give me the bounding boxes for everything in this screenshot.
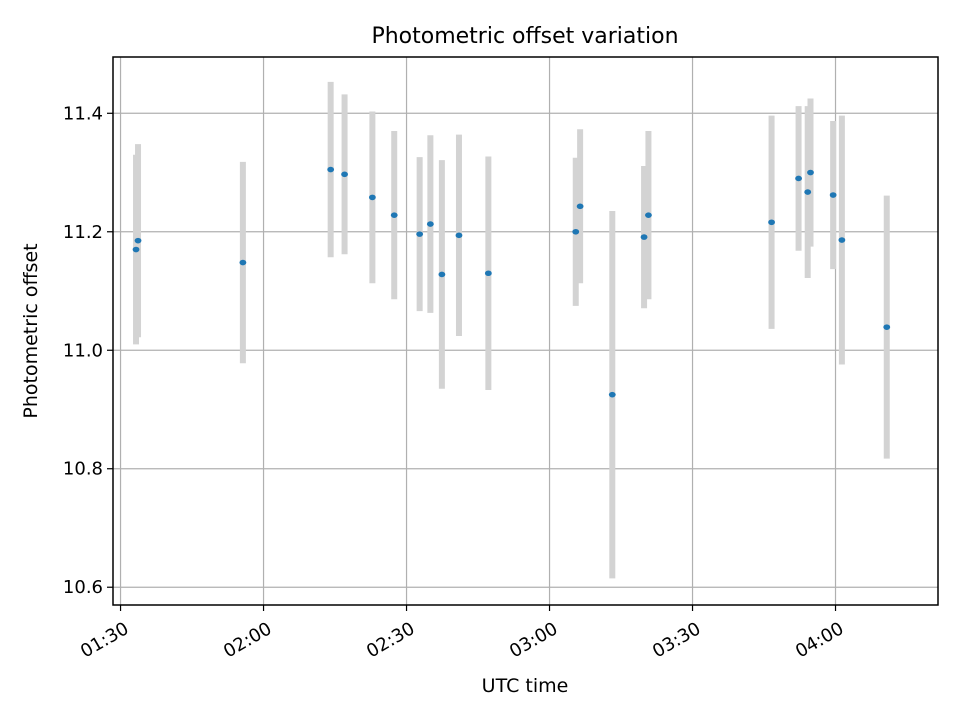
data-points <box>132 166 891 398</box>
y-axis-label: Photometric offset <box>20 243 42 418</box>
data-point <box>484 270 492 277</box>
data-point <box>608 391 616 398</box>
data-point <box>804 189 812 195</box>
data-point <box>795 175 802 182</box>
data-point <box>838 237 846 243</box>
data-point <box>768 219 775 226</box>
data-point <box>426 221 434 227</box>
x-axis-ticks: 01:30 02:00 02:30 03:00 03:30 04:00 <box>77 605 847 662</box>
data-point <box>341 171 348 178</box>
data-point <box>640 234 648 240</box>
plot-frame <box>112 56 939 606</box>
y-tick-label: 11.2 <box>63 222 103 243</box>
y-tick-label: 11.4 <box>63 103 103 124</box>
data-point <box>438 271 446 278</box>
data-point <box>883 324 891 330</box>
y-tick-label: 11.0 <box>63 340 103 361</box>
data-point <box>390 212 398 218</box>
data-point <box>416 231 424 237</box>
data-point <box>829 192 837 198</box>
grid-lines <box>113 57 938 605</box>
chart-title: Photometric offset variation <box>371 24 678 49</box>
x-tick-label: 02:30 <box>363 618 418 662</box>
x-tick-label: 03:30 <box>649 618 704 662</box>
x-tick-label: 03:00 <box>506 618 561 662</box>
data-point <box>239 259 247 266</box>
y-tick-label: 10.6 <box>63 577 103 598</box>
data-point <box>807 169 814 176</box>
x-axis-label: UTC time <box>482 675 569 697</box>
y-axis-ticks: 10.6 10.8 11.0 11.2 11.4 <box>63 103 113 598</box>
x-tick-label: 02:00 <box>220 618 275 662</box>
data-point <box>645 212 652 218</box>
data-point <box>368 194 376 201</box>
error-bars <box>133 81 890 579</box>
data-point <box>134 237 142 244</box>
y-tick-label: 10.8 <box>63 459 103 480</box>
data-point <box>455 232 463 239</box>
data-point <box>327 166 335 173</box>
x-tick-label: 04:00 <box>792 618 847 662</box>
data-point <box>572 228 580 235</box>
x-tick-label: 01:30 <box>77 618 132 662</box>
data-point <box>132 246 140 253</box>
data-point <box>576 203 584 210</box>
